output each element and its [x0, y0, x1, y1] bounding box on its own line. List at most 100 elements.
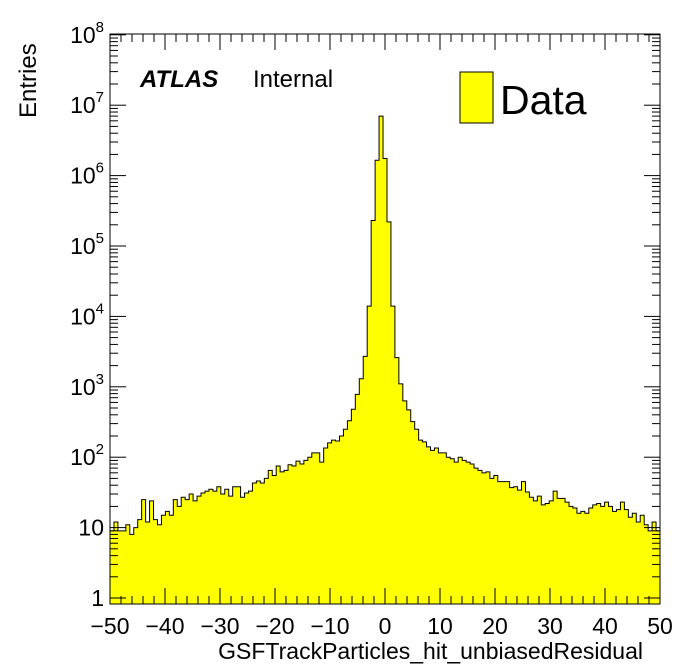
histogram-bar: [410, 421, 416, 604]
x-tick-label: 10: [427, 613, 453, 639]
histogram-bar: [402, 400, 408, 604]
histogram-bar: [363, 356, 368, 604]
histogram-bar: [145, 522, 150, 604]
histogram-bar: [169, 515, 174, 604]
histogram-bar: [446, 457, 451, 604]
y-tick-label: 106: [70, 160, 104, 189]
histogram-bar: [133, 527, 139, 604]
histogram-outline: [109, 115, 661, 604]
histogram-bar: [165, 511, 170, 604]
histogram-bar: [549, 500, 554, 604]
histogram-bar: [303, 460, 309, 604]
histogram-bar: [648, 530, 653, 604]
histogram-bar: [481, 472, 487, 604]
histogram-bar: [272, 475, 277, 604]
histogram-bar: [458, 457, 463, 604]
tick-marks: [109, 34, 661, 604]
histogram-bar: [398, 383, 404, 604]
histogram-bar: [248, 491, 253, 604]
x-tick-label: −20: [255, 613, 294, 639]
histogram-bar: [474, 468, 479, 604]
x-tick-label: 50: [647, 613, 673, 639]
histogram-bar: [197, 496, 202, 604]
histogram-bar: [533, 500, 538, 604]
histogram-bar: [113, 522, 119, 604]
histogram-bar: [121, 530, 127, 604]
histogram-bar: [311, 452, 317, 604]
histogram-bar: [232, 486, 238, 604]
histogram-bar: [244, 493, 249, 604]
histogram-bar: [386, 221, 392, 605]
histogram-bar: [572, 507, 578, 604]
histogram-bar: [608, 506, 613, 604]
histogram-bar: [307, 457, 313, 604]
histogram-bar: [541, 504, 546, 604]
histogram-bar: [284, 470, 289, 604]
histogram-bar: [355, 394, 360, 604]
histogram-bar: [141, 499, 147, 604]
histogram-bar: [477, 470, 483, 604]
atlas-label: ATLAS Internal: [139, 66, 333, 93]
histogram-bar: [644, 524, 649, 604]
histogram-bar: [129, 534, 135, 604]
histogram-bar: [584, 513, 590, 604]
histogram-bar: [620, 502, 625, 604]
histogram-bar: [185, 499, 190, 604]
histogram-bar: [110, 530, 115, 604]
histogram-bar: [418, 440, 423, 604]
legend-entry-data: Data: [500, 77, 587, 123]
histogram-bar: [652, 522, 657, 604]
histogram-bar: [604, 502, 609, 604]
histogram-bar: [557, 498, 562, 604]
histogram-bar: [295, 461, 301, 604]
x-tick-label: 0: [379, 613, 392, 639]
histogram-bar: [537, 496, 542, 604]
histogram-bar: [331, 440, 336, 604]
x-tick-label: 30: [537, 613, 563, 639]
histogram-bar: [450, 458, 455, 604]
histogram-bar: [335, 440, 340, 604]
x-tick-label: 20: [482, 613, 508, 639]
histogram-bar: [426, 446, 431, 604]
histogram-bar: [117, 530, 123, 604]
histogram-bar: [375, 160, 380, 604]
x-tick-label: −40: [145, 613, 184, 639]
histogram-bar: [517, 490, 522, 604]
histogram-bar: [525, 492, 530, 604]
histogram-bar: [149, 500, 154, 604]
histogram-bar: [406, 409, 412, 604]
histogram-bar: [509, 487, 514, 604]
histogram-bar: [470, 464, 475, 604]
histogram-bar: [485, 471, 491, 604]
histogram-bar: [268, 470, 273, 604]
histogram-bar: [442, 452, 447, 604]
histogram-bar: [371, 220, 376, 604]
histogram-bar: [252, 483, 257, 604]
histogram-bar: [390, 306, 396, 604]
histogram-bar: [224, 489, 230, 604]
x-tick-label: −50: [90, 613, 129, 639]
histogram-bar: [193, 500, 198, 604]
histogram-bar: [434, 448, 439, 604]
histogram-bar: [632, 513, 637, 604]
histogram-bar: [414, 429, 420, 604]
histogram-bar: [454, 462, 459, 604]
histogram-bar: [323, 448, 329, 604]
histogram-bar: [351, 409, 356, 604]
x-tick-label: −10: [310, 613, 349, 639]
y-tick-label: 1: [91, 585, 104, 611]
histogram-bar: [505, 481, 511, 604]
histogram-bar: [422, 441, 427, 604]
histogram-bar: [367, 306, 372, 604]
histogram-bar: [319, 462, 325, 604]
histogram-bar: [568, 506, 574, 604]
y-tick-labels: 1 10 102 103 104 105 106 107 108: [70, 19, 104, 611]
y-axis-title: Entries: [15, 43, 42, 118]
histogram-bar: [161, 515, 166, 604]
histogram-bar: [497, 481, 503, 604]
histogram-bar: [513, 486, 518, 604]
x-tick-label: −30: [200, 613, 239, 639]
x-tick-label: 40: [592, 613, 618, 639]
histogram-bar: [256, 480, 261, 604]
